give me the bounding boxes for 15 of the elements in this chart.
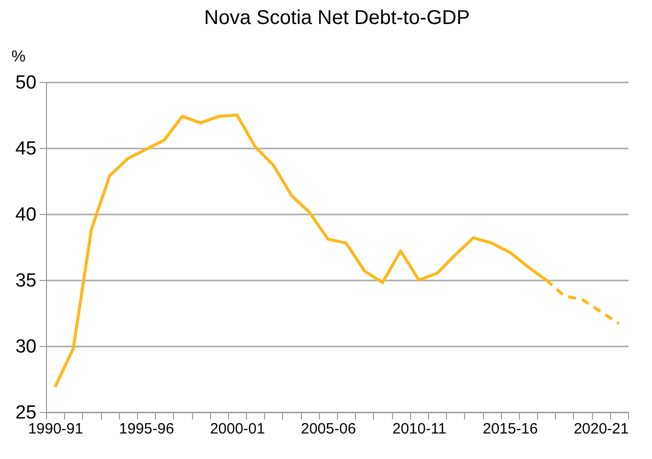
- x-tick-label: 2010-11: [392, 420, 446, 438]
- y-axis-title: %: [11, 48, 26, 66]
- y-tick-label: 25: [15, 402, 36, 424]
- x-tick-label: 1995-96: [119, 420, 174, 438]
- x-tick-label: 2005-06: [300, 420, 356, 438]
- y-tick-label: 45: [15, 138, 36, 160]
- x-tick-label: 1990-91: [28, 420, 84, 438]
- y-tick-label: 35: [15, 270, 36, 292]
- x-tick-label: 2020-21: [574, 420, 629, 438]
- y-tick-label: 50: [15, 72, 36, 94]
- y-tick-label: 30: [15, 336, 36, 358]
- x-tick-label: 2000-01: [210, 420, 265, 438]
- x-tick-label: 2015-16: [482, 420, 538, 438]
- y-tick-label: 40: [15, 204, 36, 226]
- chart-title: Nova Scotia Net Debt-to-GDP: [204, 7, 470, 29]
